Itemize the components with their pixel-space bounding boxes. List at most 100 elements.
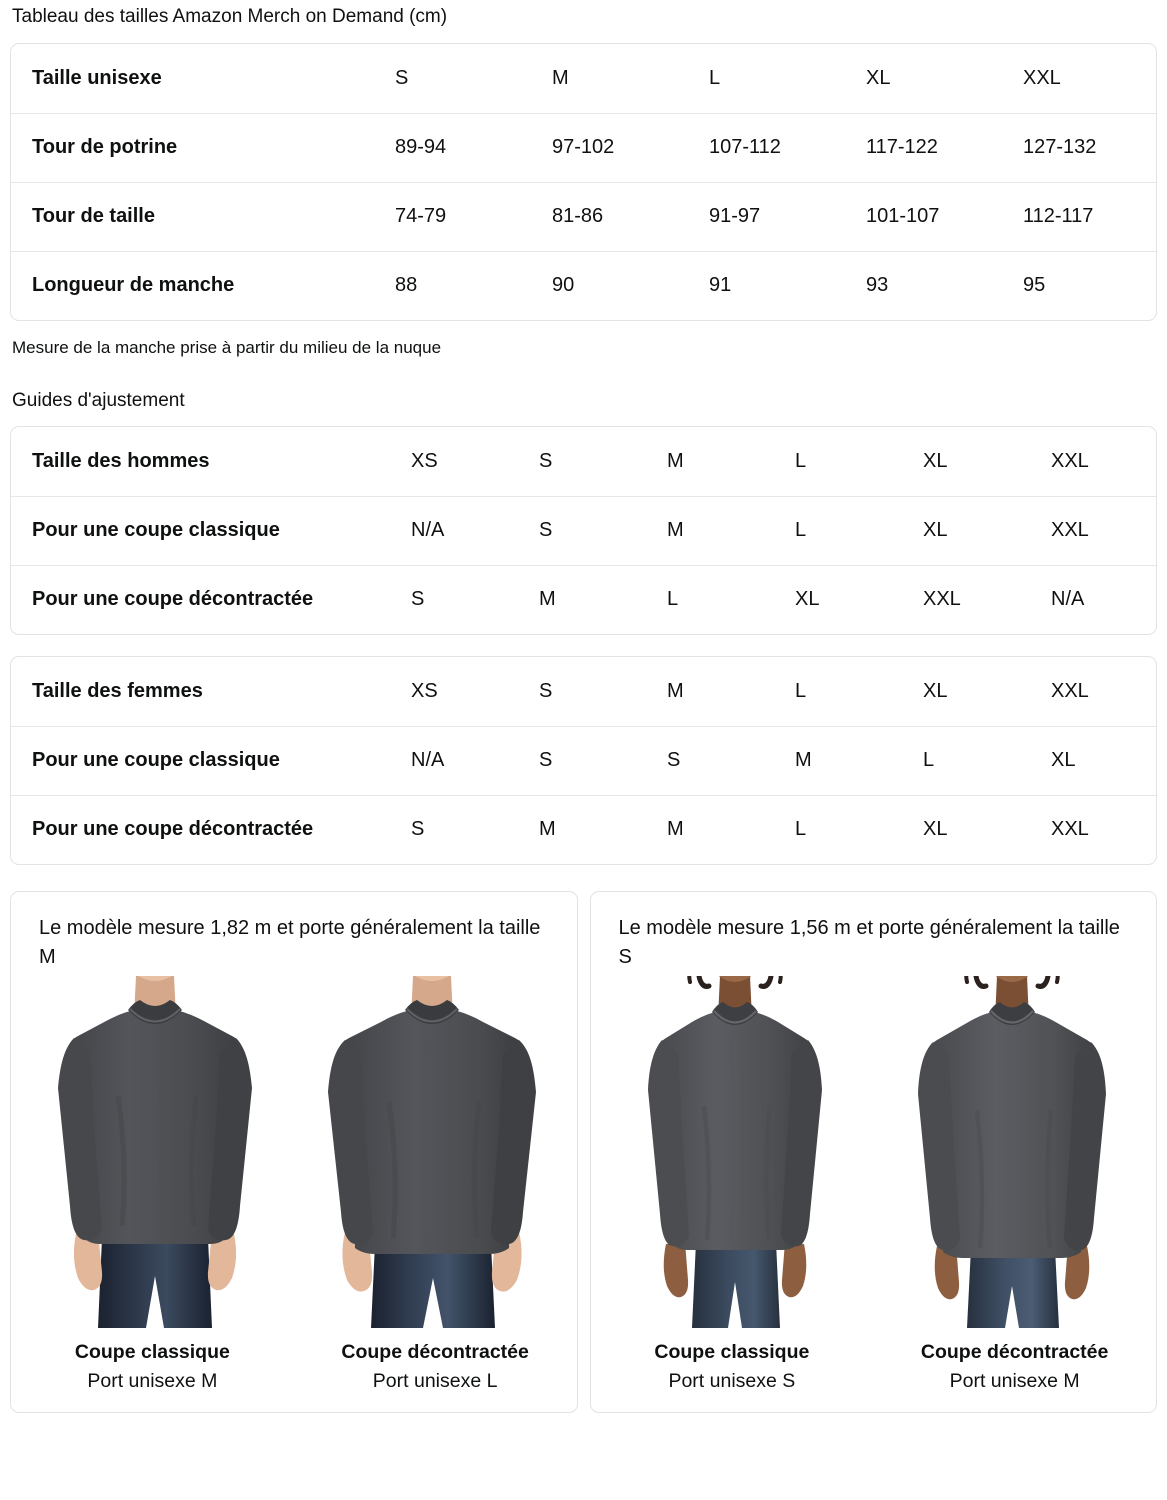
cell-men-classic-0: N/A [409, 495, 537, 565]
table-header-row: Taille des hommes XS S M L XL XXL [11, 427, 1156, 496]
female-model-intro: Le modèle mesure 1,56 m et porte général… [618, 917, 1120, 968]
column-header-men-xs: XS [411, 449, 438, 472]
women-fit-guide-table: Taille des femmes XS S M L XL XXL Pour u… [11, 657, 1156, 864]
cell-sleeve-l: 91 [707, 250, 864, 320]
column-header-women-xxl: XXL [1051, 679, 1089, 702]
male-relaxed-caption: Coupe décontractée Port unisexe L [294, 1338, 577, 1396]
table-row: Pour une coupe classique N/A S M L XL XX… [11, 495, 1156, 565]
cell-women-classic-1: S [537, 725, 665, 795]
shirt-body [658, 1010, 812, 1250]
cell-men-classic-5: XXL [1049, 495, 1156, 565]
cell-women-classic-2: S [665, 725, 793, 795]
male-relaxed-fit-photo [301, 976, 563, 1328]
jeans [98, 1238, 213, 1328]
row-label-men-relaxed: Pour une coupe décontractée [11, 564, 409, 634]
column-header-men-xl: XL [923, 449, 948, 472]
table-row: Pour une coupe décontractée S M M L XL X… [11, 794, 1156, 864]
cell-waist-s: 74-79 [393, 181, 550, 251]
cell-sleeve-m: 90 [550, 250, 707, 320]
column-header-women-l: L [795, 679, 807, 702]
cell-men-relaxed-2: L [665, 564, 793, 634]
cell-women-relaxed-0: S [409, 794, 537, 864]
jeans [966, 1248, 1059, 1328]
page-title: Tableau des tailles Amazon Merch on Dema… [12, 6, 448, 27]
cell-chest-m: 97-102 [550, 112, 707, 182]
column-header-l: L [709, 66, 721, 89]
caption-title: Coupe classique [654, 1341, 810, 1363]
cell-waist-l: 91-97 [707, 181, 864, 251]
male-classic-fit-photo [24, 976, 286, 1328]
male-figures [11, 976, 577, 1328]
column-header-men-m: M [667, 449, 684, 472]
cell-men-classic-3: L [793, 495, 921, 565]
sleeve-measurement-note: Mesure de la manche prise à partir du mi… [12, 338, 442, 357]
cell-men-relaxed-3: XL [793, 564, 921, 634]
table-header-row: Taille des femmes XS S M L XL XXL [11, 657, 1156, 726]
cell-waist-xl: 101-107 [864, 181, 1021, 251]
cell-women-classic-0: N/A [409, 725, 537, 795]
female-classic-caption: Coupe classique Port unisexe S [591, 1338, 874, 1396]
shirt-body [69, 1008, 242, 1244]
unisex-size-table: Taille unisexe S M L XL XXL Tour de potr… [11, 44, 1156, 320]
cell-waist-m: 81-86 [550, 181, 707, 251]
column-header-women-xs: XS [411, 679, 438, 702]
jeans [691, 1242, 780, 1328]
jeans [371, 1244, 496, 1328]
cell-women-classic-5: XL [1049, 725, 1156, 795]
model-cards-row: Le modèle mesure 1,82 m et porte général… [10, 891, 1157, 1413]
row-label-women-classic: Pour une coupe classique [11, 725, 409, 795]
male-captions: Coupe classique Port unisexe M Coupe déc… [11, 1328, 577, 1412]
cell-women-relaxed-5: XXL [1049, 794, 1156, 864]
cell-women-relaxed-1: M [537, 794, 665, 864]
column-header-xxl: XXL [1023, 66, 1061, 89]
cell-women-classic-3: M [793, 725, 921, 795]
row-label-chest: Tour de potrine [11, 112, 393, 182]
fit-guides-title: Guides d'ajustement [12, 390, 185, 411]
table-header-row: Taille unisexe S M L XL XXL [11, 44, 1156, 113]
cell-men-relaxed-5: N/A [1049, 564, 1156, 634]
cell-sleeve-s: 88 [393, 250, 550, 320]
female-model-card: Le modèle mesure 1,56 m et porte général… [589, 891, 1157, 1413]
caption-subtitle: Port unisexe L [372, 1370, 498, 1392]
cell-men-classic-1: S [537, 495, 665, 565]
cell-chest-xl: 117-122 [864, 112, 1021, 182]
table-row: Pour une coupe décontractée S M L XL XXL… [11, 564, 1156, 634]
column-header-women-m: M [667, 679, 684, 702]
column-header-xl: XL [866, 66, 891, 89]
column-header-men-label: Taille des hommes [32, 449, 210, 472]
column-header-label: Taille unisexe [32, 66, 162, 89]
table-row: Tour de taille 74-79 81-86 91-97 101-107… [11, 181, 1156, 251]
caption-title: Coupe classique [74, 1341, 230, 1363]
male-model-card: Le modèle mesure 1,82 m et porte général… [10, 891, 578, 1413]
caption-title: Coupe décontractée [341, 1341, 529, 1363]
cell-chest-l: 107-112 [707, 112, 864, 182]
female-relaxed-caption: Coupe décontractée Port unisexe M [873, 1338, 1156, 1396]
table-row: Longueur de manche 88 90 91 93 95 [11, 250, 1156, 320]
male-model-intro: Le modèle mesure 1,82 m et porte général… [39, 917, 541, 968]
cell-men-relaxed-1: M [537, 564, 665, 634]
cell-women-classic-4: L [921, 725, 1049, 795]
women-fit-guide-card: Taille des femmes XS S M L XL XXL Pour u… [10, 656, 1157, 865]
shirt-body [340, 1008, 524, 1254]
table-row: Pour une coupe classique N/A S S M L XL [11, 725, 1156, 795]
column-header-men-xxl: XXL [1051, 449, 1089, 472]
row-label-women-relaxed: Pour une coupe décontractée [11, 794, 409, 864]
column-header-m: M [552, 66, 569, 89]
cell-men-relaxed-4: XXL [921, 564, 1049, 634]
cell-men-classic-4: XL [921, 495, 1049, 565]
caption-title: Coupe décontractée [920, 1341, 1109, 1363]
column-header-women-s: S [539, 679, 553, 702]
column-header-men-l: L [795, 449, 807, 472]
cell-sleeve-xl: 93 [864, 250, 1021, 320]
column-header-s: S [395, 66, 409, 89]
table-row: Tour de potrine 89-94 97-102 107-112 117… [11, 112, 1156, 182]
column-header-women-xl: XL [923, 679, 948, 702]
table-spacer [10, 635, 1157, 656]
column-header-men-s: S [539, 449, 553, 472]
male-classic-caption: Coupe classique Port unisexe M [11, 1338, 294, 1396]
cell-women-relaxed-3: L [793, 794, 921, 864]
cell-waist-xxl: 112-117 [1021, 181, 1156, 251]
female-figures [591, 976, 1157, 1328]
row-label-sleeve: Longueur de manche [11, 250, 393, 320]
